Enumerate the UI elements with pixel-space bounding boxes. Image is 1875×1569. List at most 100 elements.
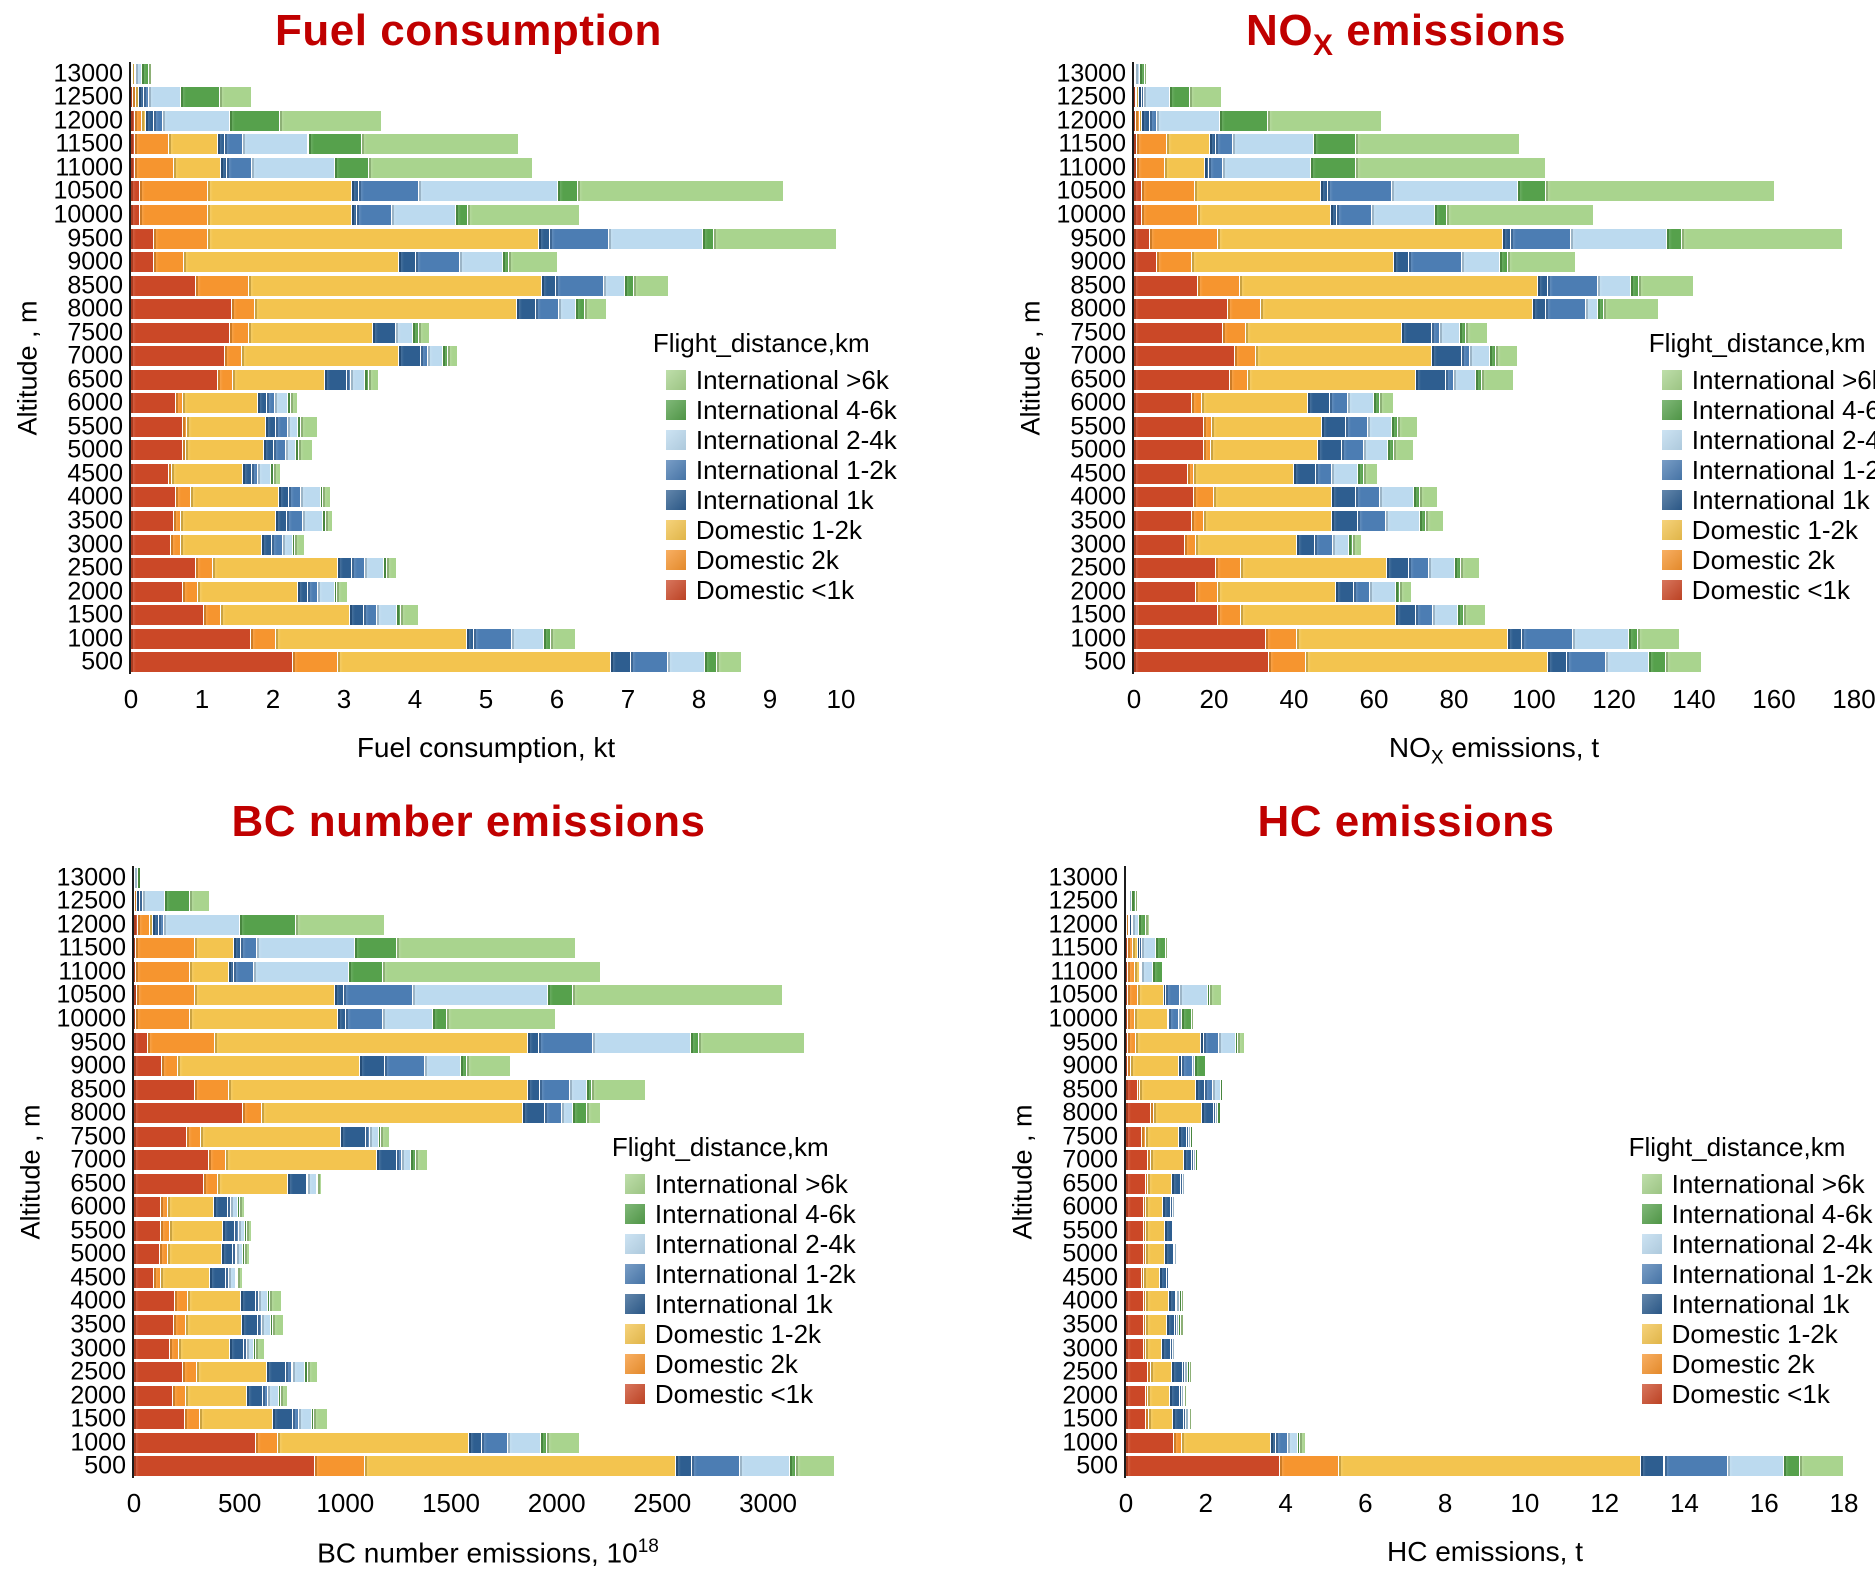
y-tick-label: 5500	[1070, 412, 1126, 441]
legend-item-label: Domestic 1-2k	[1671, 1319, 1838, 1349]
bar-segment	[1606, 652, 1649, 673]
bar-segment	[236, 1244, 243, 1265]
bar-segment	[413, 985, 548, 1006]
bar-segment	[1182, 1362, 1185, 1383]
bar-segment	[152, 914, 159, 935]
bar-segment	[131, 605, 205, 626]
legend-item-label: International 1k	[1671, 1289, 1850, 1319]
bar-segment	[419, 181, 559, 202]
bar-row-4000m	[134, 1291, 842, 1312]
bar-segment	[191, 487, 279, 508]
bar-row-7500m	[131, 322, 841, 343]
bar-segment	[275, 628, 467, 649]
bar-segment	[175, 1291, 188, 1312]
bar-segment	[544, 628, 552, 649]
bar-segment	[1567, 652, 1607, 673]
bar-segment	[1182, 1432, 1271, 1453]
bar-segment	[1134, 205, 1142, 225]
bar-row-10500m	[1134, 181, 1854, 202]
bar-segment	[1186, 1409, 1189, 1430]
bar-segment	[1349, 534, 1354, 555]
y-tick-label: 4500	[1070, 459, 1126, 488]
bar-segment	[1490, 346, 1497, 367]
bar-row-1500m	[1126, 1409, 1844, 1430]
bar-segment	[1316, 463, 1332, 484]
bar-row-4000m	[131, 487, 841, 508]
bar-segment	[1371, 205, 1435, 225]
bar-segment	[1175, 1244, 1178, 1265]
y-tick-label: 5000	[1062, 1239, 1118, 1268]
bar-row-8000m	[1126, 1103, 1844, 1124]
bar-row-4500m	[1134, 463, 1854, 484]
bar-row-11000m	[131, 157, 841, 178]
legend-title: Flight_distance,km	[611, 1132, 829, 1162]
bar-segment	[134, 1009, 137, 1029]
bar-segment	[1195, 181, 1322, 202]
bar-segment	[221, 1244, 234, 1265]
bar-segment	[1134, 534, 1185, 555]
bar-segment	[138, 867, 141, 888]
bar-segment	[225, 346, 243, 367]
bar-segment	[174, 1315, 186, 1335]
bar-segment	[536, 299, 560, 320]
bar-segment	[139, 181, 208, 202]
bar-segment	[1145, 1409, 1149, 1430]
bar-row-12000m	[1126, 914, 1844, 935]
bar-segment	[189, 961, 229, 982]
legend-item: International 1-2k	[624, 1259, 856, 1289]
bar-segment	[134, 914, 139, 935]
legend-swatch-icon	[624, 1294, 645, 1314]
bar-segment	[254, 1338, 257, 1359]
bar-segment	[1134, 110, 1136, 131]
bar-segment	[1532, 299, 1546, 320]
bar-segment	[546, 1432, 581, 1453]
bar-segment	[667, 652, 706, 673]
bar-segment	[134, 938, 137, 959]
bar-segment	[1143, 1267, 1161, 1288]
y-tick-label: 12500	[53, 82, 123, 111]
bar-row-2500m	[1134, 558, 1854, 579]
bar-segment	[378, 1126, 381, 1147]
bar-segment	[508, 252, 559, 273]
bar-segment	[1153, 961, 1163, 982]
bar-segment	[1380, 487, 1414, 508]
bar-segment	[354, 938, 397, 959]
legend-item: International 1k	[1641, 1289, 1873, 1319]
bar-segment	[1150, 110, 1158, 131]
bar-segment	[1143, 1197, 1146, 1218]
bar-segment	[135, 891, 137, 912]
bar-segment	[538, 228, 550, 249]
bar-segment	[1177, 1315, 1180, 1335]
bar-segment	[278, 487, 289, 508]
y-tick-label: 11500	[1050, 933, 1118, 962]
bar-segment	[134, 1315, 175, 1335]
bar-segment	[131, 134, 135, 155]
legend-item-label: International 1k	[695, 485, 874, 515]
bar-segment	[270, 1291, 282, 1312]
bar-segment	[1297, 628, 1508, 649]
bar-segment	[131, 252, 154, 273]
bar-segment	[1321, 181, 1328, 202]
bar-segment	[186, 1126, 201, 1147]
bar-segment	[1270, 1432, 1276, 1453]
bar-segment	[398, 346, 422, 367]
bar-segment	[295, 440, 299, 461]
bar-segment	[1318, 440, 1342, 461]
y-axis-title: Altitude , m	[1007, 1104, 1038, 1240]
bar-segment	[218, 134, 226, 155]
bar-segment	[608, 228, 703, 249]
bar-segment	[418, 322, 430, 343]
bar-segment	[145, 110, 155, 131]
bar-segment	[285, 440, 296, 461]
y-tick-label: 6000	[1070, 388, 1126, 417]
y-tick-label: 10000	[1056, 200, 1126, 229]
bar-segment	[273, 463, 281, 484]
bar-segment	[1236, 1032, 1239, 1053]
bar-segment	[317, 581, 335, 602]
legend: Flight_distance,km International >6k Inter…	[653, 328, 897, 605]
bar-row-9000m	[1126, 1056, 1844, 1077]
bar-segment	[1522, 628, 1573, 649]
bar-row-7000m	[131, 346, 841, 367]
bar-segment	[254, 961, 350, 982]
bar-segment	[1192, 393, 1202, 414]
